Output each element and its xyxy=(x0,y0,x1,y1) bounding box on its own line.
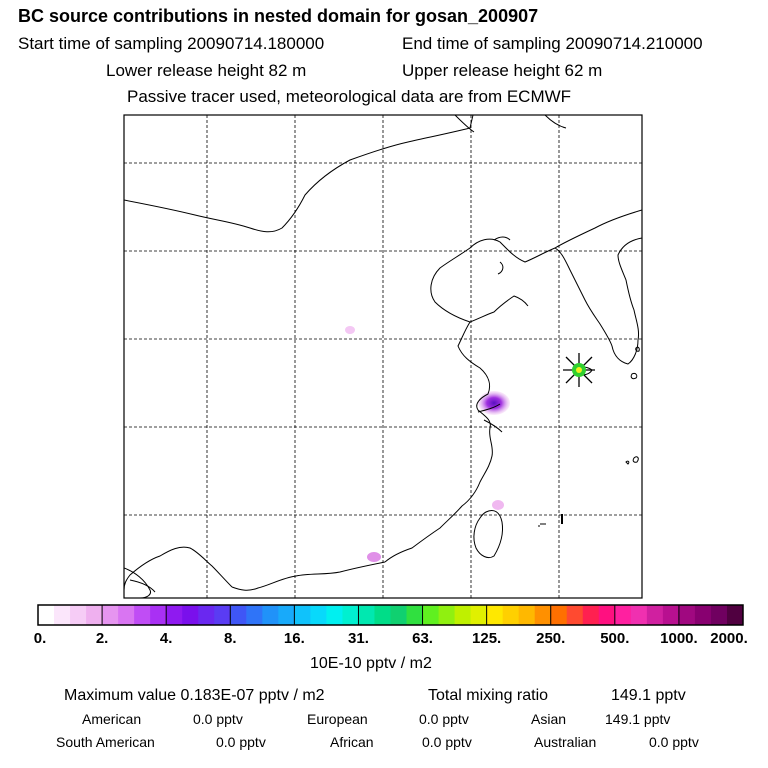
colorbar-label: 125. xyxy=(472,630,502,647)
colorbar-label: 1000. xyxy=(660,630,698,647)
colorbar-cell xyxy=(390,605,408,625)
colorbar-label: 8. xyxy=(224,630,237,647)
total-mixing-value: 149.1 pptv xyxy=(611,687,686,704)
colorbar-cell xyxy=(134,605,151,625)
colorbar-cell xyxy=(230,605,247,625)
plume-main xyxy=(478,391,510,415)
colorbar-label: 2000. xyxy=(710,630,748,647)
colorbar xyxy=(37,604,744,626)
colorbar-border xyxy=(37,604,744,626)
colorbar-cell xyxy=(278,605,295,625)
colorbar-label: 31. xyxy=(348,630,369,647)
total-mixing-label: Total mixing ratio xyxy=(428,687,549,704)
colorbar-label: 0. xyxy=(33,630,47,647)
colorbar-cell xyxy=(406,605,424,625)
african-value: 0.0 pptv xyxy=(422,734,472,750)
asian-value: 149.1 pptv xyxy=(605,711,671,727)
chart-title: BC source contributions in nested domain… xyxy=(18,6,539,26)
end-time-label: End time of sampling 20090714.210000 xyxy=(402,34,703,53)
colorbar-cell xyxy=(214,605,231,625)
european-value: 0.0 pptv xyxy=(419,711,469,727)
colorbar-cell xyxy=(534,605,552,625)
colorbar-cell xyxy=(694,605,712,625)
american-value: 0.0 pptv xyxy=(193,711,243,727)
colorbar-cell xyxy=(422,605,440,625)
colorbar-cell xyxy=(102,605,119,625)
colorbar-cell xyxy=(70,605,87,625)
colorbar-cell xyxy=(470,605,488,625)
colorbar-cell xyxy=(246,605,263,625)
asian-label: Asian xyxy=(531,711,567,727)
plume-coast xyxy=(367,552,381,562)
colorbar-label: 250. xyxy=(536,630,566,647)
colorbar-cell xyxy=(662,605,680,625)
colorbar-label: 16. xyxy=(283,630,305,647)
colorbar-cell xyxy=(438,605,456,625)
colorbar-label: 4. xyxy=(159,630,173,647)
colorbar-cell xyxy=(502,605,520,625)
colorbar-cells xyxy=(37,604,744,626)
colorbar-cell xyxy=(38,605,55,625)
lower-release-label: Lower release height 82 m xyxy=(106,61,307,80)
colorbar-cell xyxy=(118,605,135,625)
start-time-label: Start time of sampling 20090714.180000 xyxy=(18,34,325,53)
colorbar-cell xyxy=(198,605,215,625)
colorbar-cell xyxy=(310,605,327,625)
african-label: African xyxy=(330,734,374,750)
colorbar-cell xyxy=(582,605,600,625)
australian-value: 0.0 pptv xyxy=(649,734,699,750)
south-american-label: South American xyxy=(56,734,155,750)
tracer-note: Passive tracer used, meteorological data… xyxy=(127,87,572,106)
colorbar-cell xyxy=(486,605,504,625)
colorbar-cell xyxy=(150,605,167,625)
colorbar-cell xyxy=(86,605,103,625)
colorbar-cell xyxy=(358,605,375,625)
max-value-label: Maximum value 0.183E-07 pptv / m2 xyxy=(64,687,325,704)
european-label: European xyxy=(307,711,368,727)
plume-inland xyxy=(345,326,355,334)
colorbar-cell xyxy=(614,605,632,625)
map-content xyxy=(124,115,642,598)
colorbar-cell xyxy=(710,605,728,625)
south-american-value: 0.0 pptv xyxy=(216,734,266,750)
colorbar-cell xyxy=(262,605,279,625)
colorbar-cell xyxy=(326,605,343,625)
colorbar-label: 63. xyxy=(412,630,433,647)
australian-label: Australian xyxy=(534,734,597,750)
graticule xyxy=(124,115,642,598)
plume-south xyxy=(492,500,504,510)
colorbar-label: 500. xyxy=(600,630,630,647)
upper-release-label: Upper release height 62 m xyxy=(402,61,603,80)
colorbar-cell xyxy=(630,605,648,625)
american-label: American xyxy=(82,711,142,727)
colorbar-cell xyxy=(550,605,568,625)
colorbar-cell xyxy=(454,605,472,625)
colorbar-cell xyxy=(726,605,744,625)
colorbar-cell xyxy=(566,605,584,625)
colorbar-cell xyxy=(374,605,391,625)
colorbar-cell xyxy=(646,605,664,625)
colorbar-unit: 10E-10 pptv / m2 xyxy=(310,655,432,672)
receptor-star-marker xyxy=(563,353,595,387)
island-mark xyxy=(561,514,563,524)
colorbar-cell xyxy=(166,605,183,625)
colorbar-cell xyxy=(54,605,71,625)
colorbar-cell xyxy=(598,605,616,625)
colorbar-cell xyxy=(294,605,311,625)
colorbar-label: 2. xyxy=(95,630,109,647)
coastlines xyxy=(124,115,642,598)
colorbar-cell xyxy=(678,605,696,625)
colorbar-cell xyxy=(182,605,199,625)
map-panel xyxy=(123,114,643,599)
colorbar-cell xyxy=(342,605,359,625)
colorbar-cell xyxy=(518,605,536,625)
